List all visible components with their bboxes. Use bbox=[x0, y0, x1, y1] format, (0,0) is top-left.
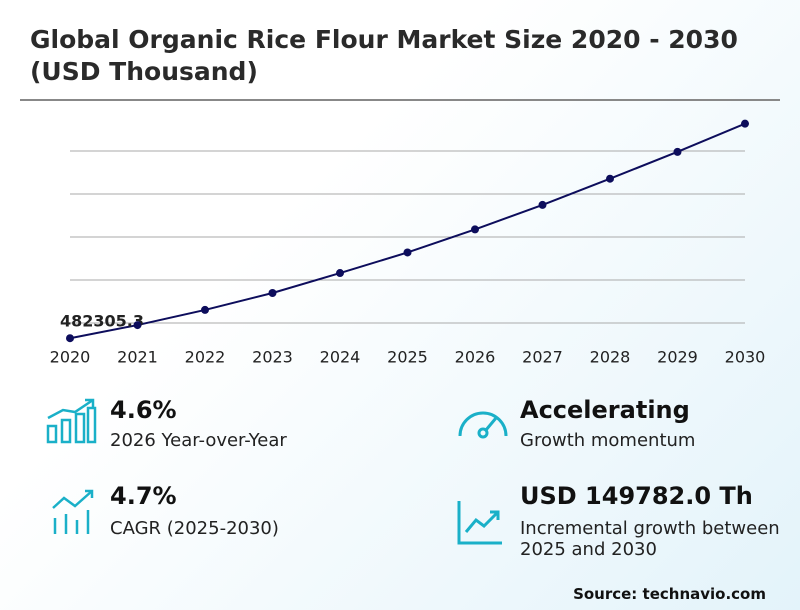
gauge-icon bbox=[458, 411, 508, 439]
stat-value: USD 149782.0 Th bbox=[520, 482, 753, 510]
x-tick-label: 2024 bbox=[320, 348, 361, 367]
chart-title: Global Organic Rice Flour Market Size 20… bbox=[30, 25, 738, 86]
stat-label: Growth momentum bbox=[520, 430, 696, 451]
point bbox=[538, 200, 547, 209]
point bbox=[606, 174, 614, 183]
point bbox=[336, 269, 344, 278]
point bbox=[268, 288, 277, 297]
stat-label: 2026 Year-over-Year bbox=[110, 430, 287, 451]
bar-growth-icon bbox=[46, 398, 97, 444]
point bbox=[133, 321, 142, 330]
x-tick-label: 2030 bbox=[725, 348, 766, 367]
x-tick-label: 2020 bbox=[50, 348, 91, 367]
stat-value: 4.7% bbox=[110, 482, 177, 510]
point bbox=[741, 119, 749, 128]
x-tick-label: 2021 bbox=[117, 348, 158, 367]
incremental-icon bbox=[457, 501, 502, 545]
point bbox=[201, 305, 209, 314]
x-tick-label: 2022 bbox=[185, 348, 226, 367]
source: Source: technavio.com bbox=[573, 585, 766, 603]
point bbox=[66, 334, 74, 343]
stat-label: Incremental growth between 2025 and 2030 bbox=[520, 518, 780, 560]
stat-label: CAGR (2025-2030) bbox=[110, 518, 279, 539]
point bbox=[673, 147, 682, 156]
x-tick-label: 2023 bbox=[252, 348, 293, 367]
title-rule bbox=[20, 99, 780, 101]
stat-value: 4.6% bbox=[110, 396, 177, 424]
stat-value: Accelerating bbox=[520, 396, 690, 424]
x-tick-label: 2029 bbox=[657, 348, 698, 367]
x-tick-label: 2026 bbox=[455, 348, 496, 367]
chart: 2020 2021 2022 2023 2024 2025 2026 2027 2028 2029… bbox=[50, 119, 766, 367]
x-tick-label: 2027 bbox=[522, 348, 563, 367]
point bbox=[471, 225, 479, 234]
point bbox=[403, 248, 412, 257]
x-tick-label: 2028 bbox=[590, 348, 631, 367]
cagr-icon bbox=[52, 489, 94, 534]
line bbox=[69, 122, 746, 340]
x-tick-label: 2025 bbox=[387, 348, 428, 367]
value-label: 482305.3 bbox=[60, 312, 144, 331]
